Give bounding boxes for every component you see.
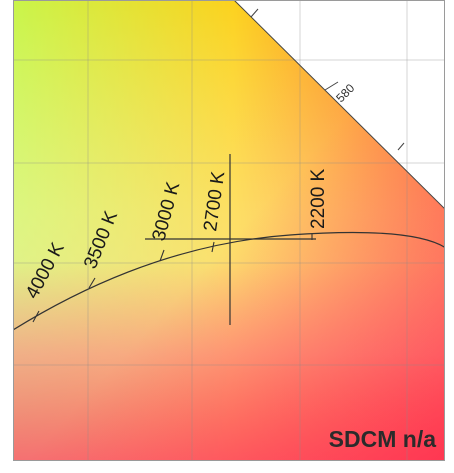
grid xyxy=(13,0,445,461)
measurement-crosshair xyxy=(145,154,316,325)
plot-frame xyxy=(13,0,445,461)
color-gamut-region xyxy=(13,0,445,461)
locus-tick-580 xyxy=(324,81,339,91)
spectral-locus xyxy=(233,0,445,210)
sdcm-status: SDCM n/a xyxy=(329,426,437,452)
planckian-locus xyxy=(13,231,445,331)
locus-tick xyxy=(397,142,405,151)
cct-label-2200k: 2200 K xyxy=(308,168,329,229)
locus-tick xyxy=(250,8,259,18)
isotherm-ticks xyxy=(32,234,313,323)
